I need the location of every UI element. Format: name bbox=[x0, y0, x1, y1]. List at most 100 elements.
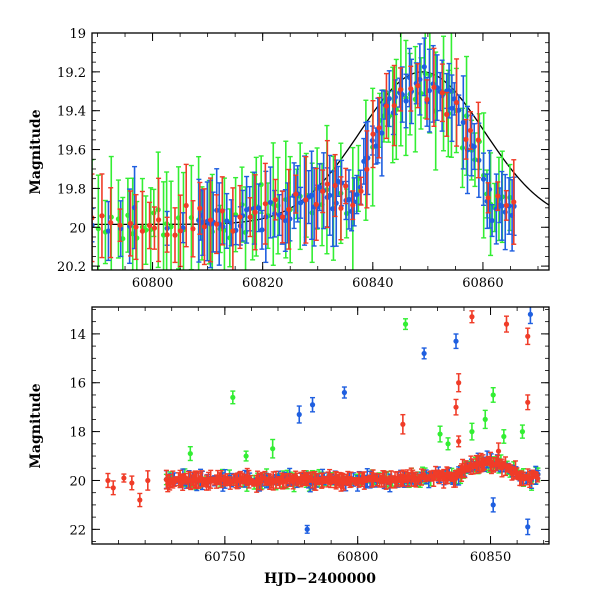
blue-data-point bbox=[296, 411, 302, 418]
red-data-point bbox=[252, 209, 258, 215]
bottom-panel: 60750 60800 60850 14 16 18 20 22 Magnitude HJD−… bbox=[28, 306, 550, 587]
y-tick-label: 16 bbox=[69, 377, 86, 392]
red-data-point bbox=[293, 191, 299, 197]
blue-data-point bbox=[282, 217, 288, 224]
blue-data-point bbox=[267, 199, 274, 206]
green-data-point bbox=[469, 429, 475, 435]
green-data-point bbox=[402, 321, 409, 327]
green-data-point bbox=[230, 394, 236, 401]
blue-data-point bbox=[456, 107, 462, 113]
red-data-point bbox=[503, 321, 510, 327]
blue-data-point bbox=[365, 155, 371, 161]
top-panel-frame bbox=[91, 32, 550, 271]
red-data-point bbox=[475, 137, 481, 143]
red-data-point bbox=[183, 202, 189, 209]
green-data-point bbox=[168, 224, 174, 230]
red-data-point bbox=[201, 224, 208, 230]
red-data-point bbox=[99, 213, 105, 219]
blue-data-point bbox=[354, 191, 360, 198]
red-data-point bbox=[511, 199, 517, 205]
blue-data-point bbox=[224, 218, 230, 224]
red-data-point bbox=[463, 136, 469, 142]
blue-data-point bbox=[499, 203, 505, 209]
red-data-point bbox=[495, 448, 502, 454]
red-data-point bbox=[190, 226, 196, 232]
red-data-point bbox=[444, 111, 450, 117]
red-data-point bbox=[383, 103, 390, 109]
red-data-point bbox=[237, 214, 243, 220]
blue-data-point bbox=[386, 96, 392, 102]
top-panel: 60800 60820 60840 60860 19 19.2 19.4 19.6 19.8 20… bbox=[28, 27, 550, 291]
blue-data-point bbox=[403, 98, 409, 104]
blue-data-point bbox=[426, 88, 433, 94]
red-data-point bbox=[286, 206, 292, 212]
blue-data-point bbox=[421, 350, 427, 357]
red-data-point bbox=[332, 182, 338, 189]
blue-data-point bbox=[298, 200, 304, 206]
red-data-point bbox=[172, 232, 178, 238]
red-data-point bbox=[313, 201, 319, 207]
top-panel-data bbox=[92, 33, 549, 270]
green-data-point bbox=[459, 145, 466, 151]
red-data-point bbox=[129, 480, 135, 486]
blue-data-point bbox=[449, 105, 455, 111]
y-tick-label: 20 bbox=[69, 221, 86, 236]
blue-data-point bbox=[105, 228, 112, 234]
y-tick-label: 22 bbox=[69, 523, 86, 538]
red-data-point bbox=[139, 228, 146, 234]
blue-data-point bbox=[489, 217, 495, 224]
red-data-point bbox=[408, 86, 414, 92]
blue-data-point bbox=[471, 143, 477, 150]
red-data-point bbox=[469, 314, 475, 320]
blue-data-point bbox=[317, 184, 323, 190]
red-data-point bbox=[108, 220, 114, 226]
red-data-point bbox=[525, 333, 531, 339]
red-data-point bbox=[145, 477, 151, 484]
y-tick-label: 20.2 bbox=[57, 260, 86, 275]
red-data-point bbox=[525, 399, 531, 405]
red-data-point bbox=[456, 380, 462, 386]
red-data-point bbox=[376, 125, 382, 131]
red-data-point bbox=[117, 222, 123, 228]
red-data-point bbox=[214, 221, 220, 227]
green-data-point bbox=[270, 446, 276, 452]
red-data-point bbox=[110, 485, 116, 491]
red-data-point bbox=[247, 214, 253, 220]
red-data-point bbox=[151, 225, 158, 231]
red-data-point bbox=[391, 102, 397, 109]
red-data-point bbox=[397, 86, 404, 93]
red-data-point bbox=[133, 224, 139, 230]
red-data-point bbox=[320, 188, 326, 194]
x-tick-label: 60820 bbox=[242, 276, 283, 291]
red-data-point bbox=[127, 220, 134, 227]
x-tick-label: 60800 bbox=[337, 550, 378, 565]
x-tick-label: 60850 bbox=[470, 550, 511, 565]
red-data-point bbox=[415, 83, 421, 89]
red-data-point bbox=[338, 205, 344, 211]
blue-data-point bbox=[256, 205, 262, 211]
red-data-point bbox=[439, 90, 445, 96]
red-data-point bbox=[535, 475, 541, 482]
y-tick-label: 19.6 bbox=[57, 144, 86, 159]
y-tick-label: 19.2 bbox=[57, 66, 86, 81]
green-data-point bbox=[243, 453, 249, 459]
blue-data-point bbox=[259, 227, 265, 233]
green-data-point bbox=[258, 181, 264, 188]
red-data-point bbox=[121, 475, 127, 481]
y-tick-label: 20 bbox=[69, 474, 86, 489]
blue-data-point bbox=[308, 192, 315, 198]
bottom-panel-frame bbox=[91, 306, 550, 545]
blue-data-point bbox=[490, 502, 496, 508]
green-data-point bbox=[422, 70, 428, 77]
y-tick-label: 18 bbox=[69, 426, 86, 441]
red-data-point bbox=[453, 404, 459, 410]
x-tick-label: 60860 bbox=[462, 276, 503, 291]
red-data-point bbox=[105, 477, 111, 484]
blue-data-point bbox=[341, 389, 348, 396]
red-data-point bbox=[431, 84, 437, 90]
green-data-point bbox=[437, 431, 443, 437]
bottom-y-axis-label: Magnitude bbox=[28, 383, 44, 468]
red-data-point bbox=[272, 197, 279, 203]
blue-data-point bbox=[309, 402, 316, 408]
red-data-point bbox=[146, 222, 153, 229]
